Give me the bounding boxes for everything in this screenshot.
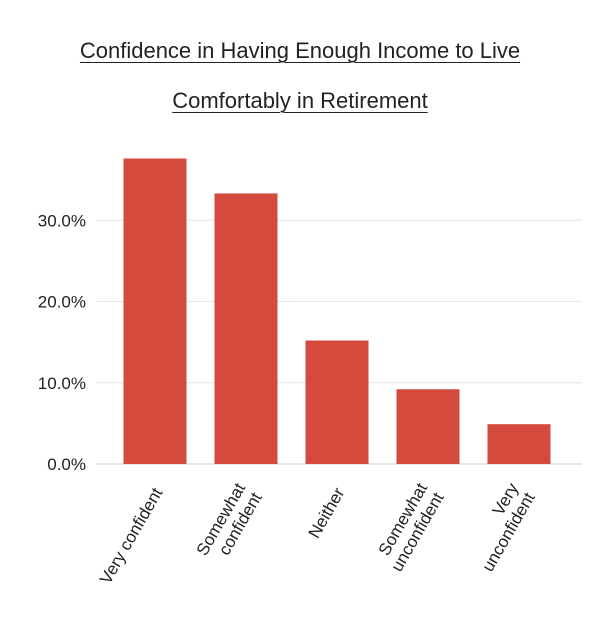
x-tick-label: Veryunconfident [462,479,539,575]
x-tick-label: Somewhatunconfident [371,480,448,575]
x-tick-label-line: Very confident [96,484,166,587]
y-tick-label: 10.0% [38,374,86,393]
chart-title-line-1: Confidence in Having Enough Income to Li… [79,38,521,63]
x-tick-label: Somewhatconfident [193,480,266,569]
chart-title-line-2: Comfortably in Retirement [172,88,428,113]
y-tick-label: 20.0% [38,293,86,312]
y-tick-label: 30.0% [38,211,86,230]
x-tick-label: Neither [305,484,349,541]
bar [396,389,460,464]
x-tick-label: Very confident [96,484,166,587]
bars [123,158,551,464]
x-tick-label-line: Neither [305,484,349,541]
bar [214,193,278,464]
bar [123,158,187,464]
x-axis-ticks: Very confident Somewhatconfident Neither So… [96,479,539,587]
bar [305,340,369,464]
y-tick-label: 0.0% [47,455,86,474]
y-axis-ticks: 0.0% 10.0% 20.0% 30.0% [38,211,86,474]
bar [487,424,551,464]
